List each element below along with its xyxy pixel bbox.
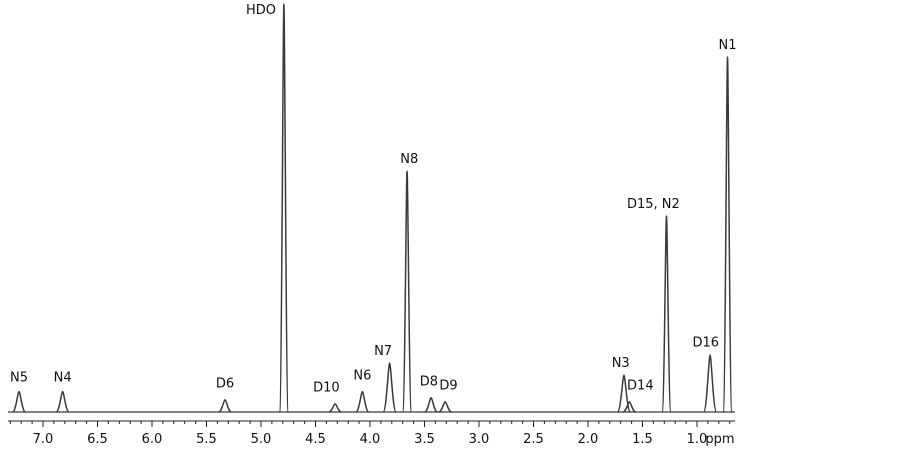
x-tick-label: 4.5 [305,432,326,447]
peak-d6 [218,399,232,413]
peak-label: N4 [54,370,72,385]
peak-label: N1 [719,38,737,53]
x-tick-label: 2.5 [523,432,544,447]
peak-d8 [424,396,438,413]
x-axis-unit-label: ppm [705,432,734,447]
peak-hdo [278,3,290,413]
x-tick-label: 7.0 [33,432,54,447]
peak-n5 [11,390,27,413]
peak-d14 [622,401,637,413]
peak-n6 [355,390,370,413]
spectrum-trace-layer [8,3,735,413]
peak-n1 [722,56,733,413]
x-tick-label: 5.5 [196,432,217,447]
peak-label: N7 [374,344,392,359]
x-tick-label: 5.0 [251,432,272,447]
x-tick-label: 1.5 [632,432,653,447]
peak-n8 [401,170,413,413]
peak-label: D8 [420,374,438,389]
peak-d15-n2 [661,215,672,413]
peak-n4 [55,390,70,413]
peak-label: N6 [353,368,371,383]
x-tick-label: 3.0 [469,432,490,447]
peak-label: N5 [10,370,28,385]
x-axis-ticks: 7.57.06.56.05.55.04.54.03.53.02.52.01.51… [9,421,731,447]
x-tick-label: 6.5 [87,432,108,447]
peak-label: D16 [692,336,719,351]
x-tick-label: 3.5 [414,432,435,447]
x-tick-label: 2.0 [578,432,599,447]
peak-d16 [702,354,718,413]
peak-label: N8 [400,152,418,167]
peak-label: D15, N2 [627,197,680,212]
x-tick-label: 6.0 [142,432,163,447]
peak-label: D6 [216,377,234,392]
peak-label: D9 [439,379,457,394]
x-tick-label: 4.0 [360,432,381,447]
peak-label: D10 [313,381,340,396]
peak-label: HDO [246,3,276,18]
x-tick-label: 1.0 [687,432,708,447]
peak-n7 [382,362,397,413]
peak-d10 [328,403,342,413]
peak-label: D14 [627,379,654,394]
peak-label: N3 [612,356,630,371]
peak-d9 [438,401,452,413]
